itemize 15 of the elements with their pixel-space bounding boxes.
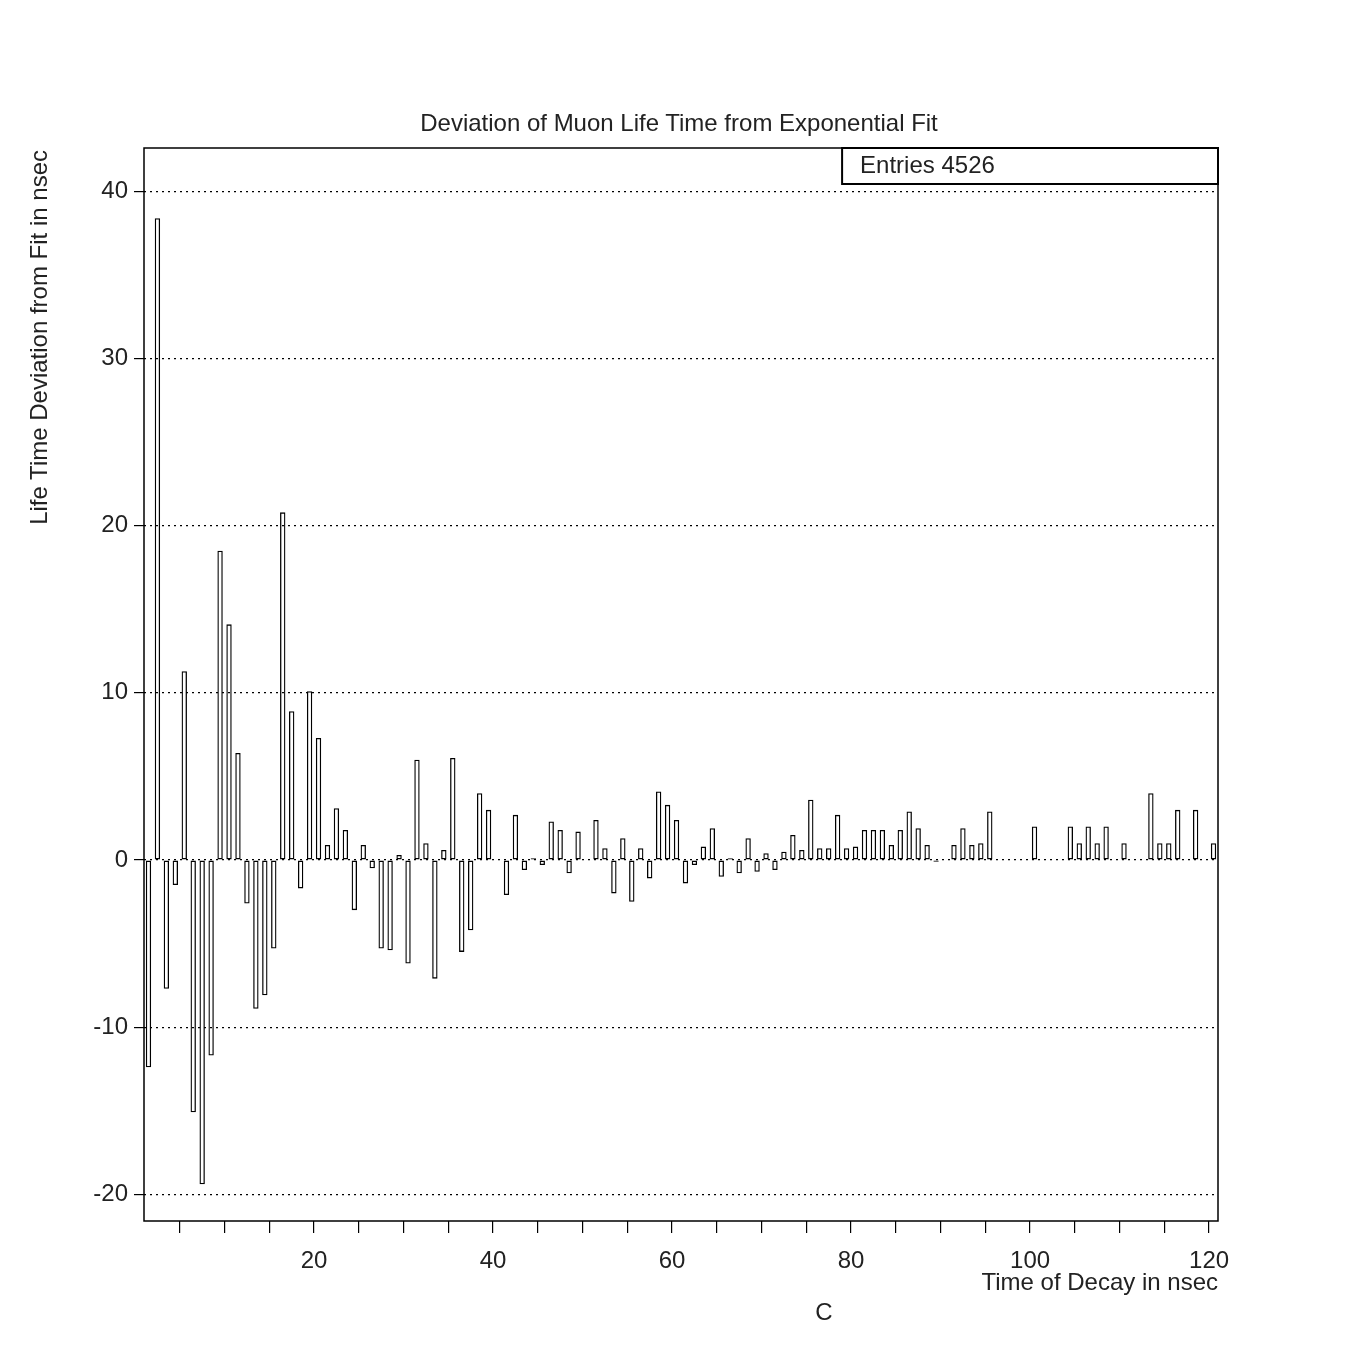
y-tick-label: 0: [114, 844, 128, 872]
y-tick-label: 10: [101, 677, 128, 705]
x-tick-label: 20: [300, 1246, 328, 1274]
y-tick-label: 40: [101, 176, 128, 204]
x-tick-label: 60: [658, 1246, 686, 1274]
y-tick-label: 20: [101, 510, 128, 538]
x-tick-label: 80: [837, 1246, 865, 1274]
text: C: [815, 1297, 833, 1325]
y-tick-label: -10: [93, 1011, 128, 1039]
annotation: Entries 4526: [860, 150, 995, 178]
y-tick-label: -20: [93, 1178, 128, 1206]
x-tick-label: 40: [479, 1246, 507, 1274]
y-tick-label: 30: [101, 343, 128, 371]
chart-title: Deviation of Muon Life Time from Exponential Fit: [420, 108, 939, 136]
y-axis-title: Life Time Deviation from Fit in nsec: [24, 150, 52, 525]
